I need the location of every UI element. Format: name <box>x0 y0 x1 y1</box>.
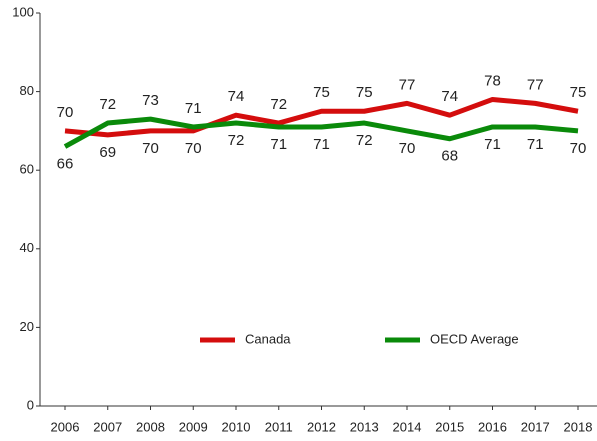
data-label: 70 <box>57 104 74 121</box>
line-series <box>64 96 579 138</box>
data-label: 71 <box>484 136 501 153</box>
x-tick-label: 2016 <box>478 419 507 434</box>
x-tick-label: 2008 <box>136 419 165 434</box>
data-label: 73 <box>142 92 159 109</box>
data-label: 75 <box>356 84 373 101</box>
y-tick-label: 0 <box>27 397 34 412</box>
y-tick-label: 80 <box>20 83 34 98</box>
y-tick-label: 40 <box>20 240 34 255</box>
data-label: 71 <box>270 136 287 153</box>
legend-label: Canada <box>245 331 291 346</box>
data-label: 78 <box>484 72 501 89</box>
data-label: 72 <box>99 96 116 113</box>
y-tick-label: 20 <box>20 319 34 334</box>
line-series <box>63 116 579 149</box>
data-label: 72 <box>356 132 373 149</box>
data-label: 71 <box>185 100 202 117</box>
x-tick-label: 2015 <box>435 419 464 434</box>
x-tick-label: 2009 <box>179 419 208 434</box>
x-tick-label: 2006 <box>51 419 80 434</box>
x-tick-label: 2011 <box>265 419 293 434</box>
data-label: 70 <box>142 140 159 157</box>
data-label: 70 <box>570 140 587 157</box>
data-label: 71 <box>313 136 330 153</box>
data-label: 75 <box>313 84 330 101</box>
x-tick-label: 2013 <box>350 419 379 434</box>
data-label: 72 <box>270 96 287 113</box>
data-label: 74 <box>441 88 458 105</box>
x-tick-label: 2014 <box>393 419 422 434</box>
data-label: 66 <box>57 156 74 173</box>
data-label: 70 <box>185 140 202 157</box>
data-label: 68 <box>441 148 458 165</box>
data-label: 70 <box>399 140 416 157</box>
data-label: 77 <box>527 76 544 93</box>
data-label: 77 <box>399 76 416 93</box>
x-tick-label: 2012 <box>307 419 336 434</box>
data-label: 75 <box>570 84 587 101</box>
y-tick-label: 60 <box>20 162 34 177</box>
legend-label: OECD Average <box>430 331 519 346</box>
y-tick-label: 100 <box>12 4 34 19</box>
x-tick-label: 2018 <box>564 419 593 434</box>
data-label: 69 <box>99 144 116 161</box>
x-tick-label: 2007 <box>93 419 122 434</box>
x-tick-label: 2010 <box>222 419 251 434</box>
data-label: 72 <box>228 132 245 149</box>
data-label: 74 <box>228 88 245 105</box>
data-label: 71 <box>527 136 544 153</box>
x-tick-label: 2017 <box>521 419 550 434</box>
